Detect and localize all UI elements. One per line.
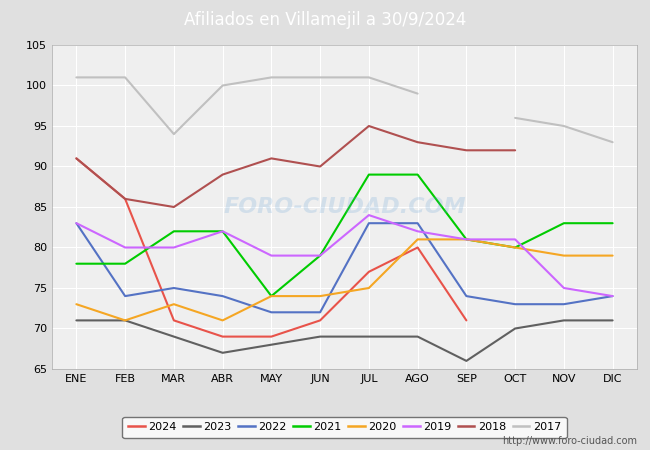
Text: Afiliados en Villamejil a 30/9/2024: Afiliados en Villamejil a 30/9/2024	[184, 11, 466, 29]
Text: http://www.foro-ciudad.com: http://www.foro-ciudad.com	[502, 436, 637, 446]
Text: FORO-CIUDAD.COM: FORO-CIUDAD.COM	[223, 197, 466, 217]
Legend: 2024, 2023, 2022, 2021, 2020, 2019, 2018, 2017: 2024, 2023, 2022, 2021, 2020, 2019, 2018…	[122, 417, 567, 438]
